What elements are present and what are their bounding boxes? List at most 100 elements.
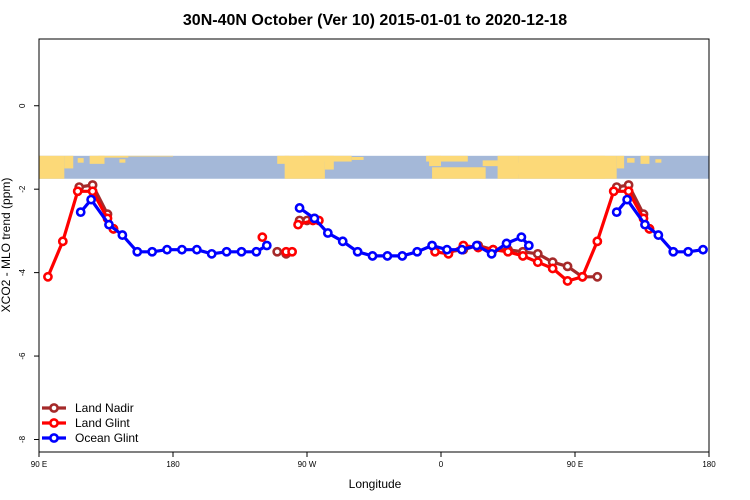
data-point (221, 246, 232, 257)
map-land (560, 155, 605, 179)
data-point (162, 244, 172, 255)
x-tick-label: 180 (166, 460, 180, 469)
data-point (577, 271, 588, 282)
data-point (57, 236, 68, 247)
map-land (77, 158, 84, 163)
map-land (98, 155, 129, 158)
data-point (352, 246, 363, 257)
series-land-nadir (74, 180, 655, 282)
map-land (627, 158, 635, 163)
data-point (562, 276, 573, 286)
chart-title: 30N-40N October (Ver 10) 2015-01-01 to 2… (183, 12, 567, 29)
data-point (412, 246, 423, 257)
x-tick-label: 90 W (298, 460, 317, 469)
data-point (309, 213, 320, 224)
y-axis-label: XCO2 - MLO trend (ppm) (0, 178, 13, 313)
data-point (503, 246, 513, 257)
data-point (611, 207, 622, 218)
data-point (456, 244, 467, 255)
x-axis-label: Longitude (349, 477, 402, 491)
y-axis: 0 -2 -4 -6 -8 (18, 103, 39, 443)
data-point (471, 240, 482, 251)
data-point (622, 194, 633, 205)
data-point (486, 248, 497, 259)
data-point (623, 186, 634, 197)
data-point (683, 246, 694, 257)
data-point (592, 236, 603, 247)
map-land (655, 159, 662, 163)
data-point (104, 219, 114, 230)
legend-label: Ocean Glint (75, 431, 139, 445)
series-ocean-glint (75, 194, 708, 261)
y-tick-label: -2 (18, 185, 27, 193)
data-point (698, 244, 708, 255)
data-point (75, 207, 86, 218)
data-point (261, 240, 272, 251)
map-land (89, 155, 105, 164)
data-point (43, 271, 53, 282)
legend-swatch-marker (49, 403, 59, 413)
map-land (616, 155, 625, 169)
data-point (236, 246, 247, 257)
y-tick-label: -6 (18, 352, 27, 360)
map-land (128, 155, 173, 157)
data-point (668, 246, 679, 257)
data-point (516, 232, 527, 243)
data-point (117, 230, 128, 240)
map-land (119, 159, 126, 163)
data-point (382, 251, 393, 261)
data-point (501, 238, 512, 249)
data-point (72, 186, 83, 197)
y-tick-label: -8 (18, 435, 27, 443)
x-tick-label: 0 (439, 460, 444, 469)
data-point (562, 261, 573, 272)
legend-swatch-marker (49, 418, 59, 428)
data-point (640, 219, 650, 230)
data-point (653, 230, 664, 240)
data-point (532, 248, 543, 259)
data-point (147, 246, 158, 257)
map-land (482, 160, 501, 167)
data-point (547, 263, 558, 274)
series-line (615, 198, 704, 254)
legend-item: Ocean Glint (42, 431, 139, 445)
series-line (434, 189, 651, 283)
x-tick-label: 90 E (567, 460, 583, 469)
data-point (86, 194, 97, 205)
data-point (177, 244, 187, 255)
data-point (532, 257, 543, 268)
legend-item: Land Nadir (42, 401, 134, 415)
map-land (277, 155, 290, 164)
data-point (191, 244, 202, 255)
legend-label: Land Nadir (75, 401, 134, 415)
map-land (351, 156, 364, 160)
data-point (427, 240, 437, 251)
data-point (337, 236, 348, 247)
x-axis: 90 E 180 90 W 0 90 E 180 (31, 452, 716, 469)
data-point (367, 251, 378, 261)
data-point (287, 246, 298, 257)
data-point (608, 186, 619, 197)
legend-swatch-marker (49, 433, 59, 443)
x-tick-label: 180 (702, 460, 716, 469)
data-point (206, 248, 217, 259)
map-land (426, 155, 468, 162)
map-land (39, 155, 65, 179)
x-tick-label: 90 E (31, 460, 47, 469)
series-layer (43, 180, 708, 286)
data-point (322, 228, 333, 238)
y-tick-label: 0 (18, 103, 27, 108)
legend-item: Land Glint (42, 416, 130, 430)
data-point (251, 246, 262, 257)
map-land (640, 155, 650, 164)
data-point (442, 244, 452, 255)
map-land (324, 155, 334, 170)
data-point (517, 251, 528, 261)
data-point (272, 246, 283, 257)
data-point (294, 203, 305, 213)
data-point (257, 232, 268, 243)
data-point (132, 246, 143, 257)
series-land-glint (43, 186, 655, 286)
